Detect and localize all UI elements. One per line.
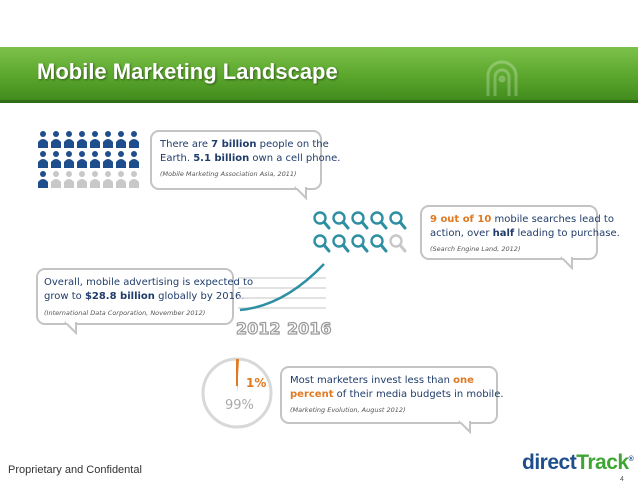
magnifier-icon	[313, 211, 331, 230]
search-bubble	[420, 205, 598, 260]
person-icon	[77, 171, 87, 188]
budget-source: (Marketing Evolution, August 2012)	[290, 406, 406, 414]
search-icon-grid	[313, 211, 407, 253]
magnifier-icon	[370, 234, 388, 253]
ad-line2-bold: $28.8 billion	[84, 291, 155, 302]
banner-divider	[0, 100, 638, 103]
person-icon	[116, 151, 126, 168]
person-icon	[90, 131, 100, 148]
people-line2-bold: 5.1 billion	[193, 153, 250, 164]
magnifier-icon	[332, 211, 350, 230]
person-icon	[77, 131, 87, 148]
person-icon	[38, 151, 48, 168]
people-line1-bold: 7 billion	[211, 139, 257, 150]
person-icon	[51, 151, 61, 168]
people-fact-line1: There are 7 billion people on the	[160, 138, 329, 152]
budget-bubble	[280, 366, 498, 424]
person-icon	[51, 171, 61, 188]
wifi-watermark-icon	[486, 60, 518, 96]
magnifier-icon	[351, 211, 369, 230]
magnifier-icon	[370, 211, 388, 230]
magnifier-icon	[313, 234, 331, 253]
magnifier-icon	[389, 234, 407, 253]
budget-line2-post: of their media budgets in mobile.	[333, 389, 504, 400]
person-icon	[129, 131, 139, 148]
search-fact-line2: action, over half leading to purchase.	[430, 227, 620, 241]
person-icon	[51, 131, 61, 148]
ad-source: (International Data Corporation, Novembe…	[44, 309, 206, 317]
people-line2-pre: Earth.	[160, 153, 194, 164]
logo-registered-mark: ®	[628, 456, 634, 463]
search-line2-post: leading to purchase.	[514, 228, 620, 239]
budget-line2-bold: percent	[290, 389, 334, 400]
growth-chart	[238, 263, 326, 312]
ad-fact-line2: grow to $28.8 billion globally by 2016.	[44, 290, 245, 304]
person-icon	[90, 151, 100, 168]
budget-bubble-tail	[458, 420, 471, 434]
person-icon	[129, 151, 139, 168]
pie-small-label: 1%	[246, 376, 267, 390]
person-icon	[77, 151, 87, 168]
search-source: (Search Engine Land, 2012)	[430, 245, 521, 253]
magnifier-icon	[389, 211, 407, 230]
year-end-label: 2016	[286, 318, 332, 338]
people-bubble-tail	[294, 186, 307, 200]
person-icon	[64, 131, 74, 148]
directtrack-logo: directTrack®	[522, 451, 634, 475]
title-banner	[0, 47, 638, 102]
ad-fact-line1: Overall, mobile advertising is expected …	[44, 277, 254, 288]
people-grid	[38, 131, 139, 188]
person-icon	[64, 151, 74, 168]
growth-curve	[239, 263, 325, 312]
person-icon	[38, 171, 48, 188]
ad-bubble-tail	[64, 321, 77, 335]
budget-fact-line2: percent of their media budgets in mobile…	[290, 388, 504, 402]
people-fact-line2: Earth. 5.1 billion own a cell phone.	[160, 152, 340, 166]
person-icon	[103, 171, 113, 188]
ad-line2-pre: grow to	[44, 291, 85, 302]
logo-part1: direct	[522, 451, 577, 474]
magnifier-icon	[332, 234, 350, 253]
person-icon	[129, 171, 139, 188]
person-icon	[116, 171, 126, 188]
ad-line2-post: globally by 2016.	[154, 291, 245, 302]
page-number: 4	[620, 476, 624, 483]
person-icon	[103, 151, 113, 168]
budget-fact-line1: Most marketers invest less than one	[290, 374, 474, 388]
person-icon	[38, 131, 48, 148]
person-icon	[103, 131, 113, 148]
magnifier-icon	[351, 234, 369, 253]
slide-title: Mobile Marketing Landscape	[37, 59, 338, 84]
people-line1-post: people on the	[256, 139, 329, 150]
search-fact-line1: 9 out of 10 mobile searches lead to	[430, 213, 614, 227]
budget-pie	[201, 357, 273, 429]
logo-part2: Track	[576, 451, 629, 474]
search-bubble-tail	[560, 256, 573, 270]
person-icon	[90, 171, 100, 188]
pie-large-label: 99%	[225, 398, 254, 413]
footer-confidential: Proprietary and Confidental	[8, 464, 142, 476]
person-icon	[116, 131, 126, 148]
budget-line1-bold: one	[453, 375, 474, 386]
growth-chart-gridlines	[238, 277, 326, 309]
year-start-label: 2012	[235, 318, 281, 338]
people-source: (Mobile Marketing Association Asia, 2011…	[160, 170, 297, 178]
people-line1-pre: There are	[160, 139, 212, 150]
ad-bubble	[36, 268, 234, 325]
search-line1-post: mobile searches lead to	[491, 214, 614, 225]
search-line1-highlight: 9 out of 10	[430, 214, 492, 225]
person-icon	[64, 171, 74, 188]
budget-line1-pre: Most marketers invest less than	[290, 375, 454, 386]
search-line2-bold: half	[492, 228, 515, 239]
people-bubble	[150, 130, 322, 190]
people-line2-post: own a cell phone.	[249, 153, 341, 164]
search-line2-pre: action, over	[430, 228, 493, 239]
